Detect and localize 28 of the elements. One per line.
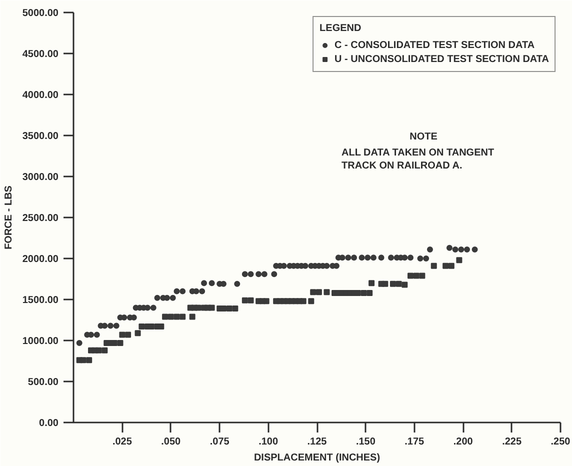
- y-axis-title: FORCE - LBS: [3, 185, 14, 250]
- x-tick-label: .175: [404, 436, 425, 448]
- x-tick-label: .075: [210, 436, 230, 448]
- y-tick-label: 1500.00: [22, 295, 59, 306]
- y-tick-label: 4500.00: [22, 49, 59, 60]
- x-tick-label: .125: [307, 436, 328, 448]
- y-tick-label: 1000.00: [22, 336, 59, 347]
- x-tick-label: .200: [453, 436, 474, 448]
- x-tick-label: .050: [161, 436, 182, 448]
- x-axis-title: DISPLACEMENT (INCHES): [254, 452, 380, 464]
- y-tick-label: 500.00: [28, 377, 59, 388]
- annotation: NOTE: [410, 132, 438, 142]
- x-tick-label: .225: [502, 436, 522, 448]
- legend-label: C - CONSOLIDATED TEST SECTION DATA: [334, 39, 535, 51]
- x-tick-label: .025: [112, 436, 132, 448]
- y-tick-label: 5000.00: [22, 8, 59, 19]
- x-tick-label: .150: [356, 436, 376, 448]
- y-tick-label: 0.00: [39, 418, 59, 429]
- x-tick-label: .250: [550, 436, 571, 448]
- y-tick-label: 2500.00: [22, 213, 59, 224]
- y-tick-label: 4000.00: [22, 90, 59, 101]
- y-tick-label: 3500.00: [22, 131, 59, 142]
- y-tick-label: 3000.00: [22, 172, 59, 183]
- annotation: ALL DATA TAKEN ON TANGENT TRACK ON RAILROAD A.: [342, 148, 494, 172]
- x-tick-label: .100: [258, 436, 278, 448]
- legend-title: LEGEND: [320, 23, 362, 34]
- y-tick-label: 2000.00: [22, 254, 59, 265]
- legend-label: U - UNCONSOLIDATED TEST SECTION DATA: [334, 53, 549, 65]
